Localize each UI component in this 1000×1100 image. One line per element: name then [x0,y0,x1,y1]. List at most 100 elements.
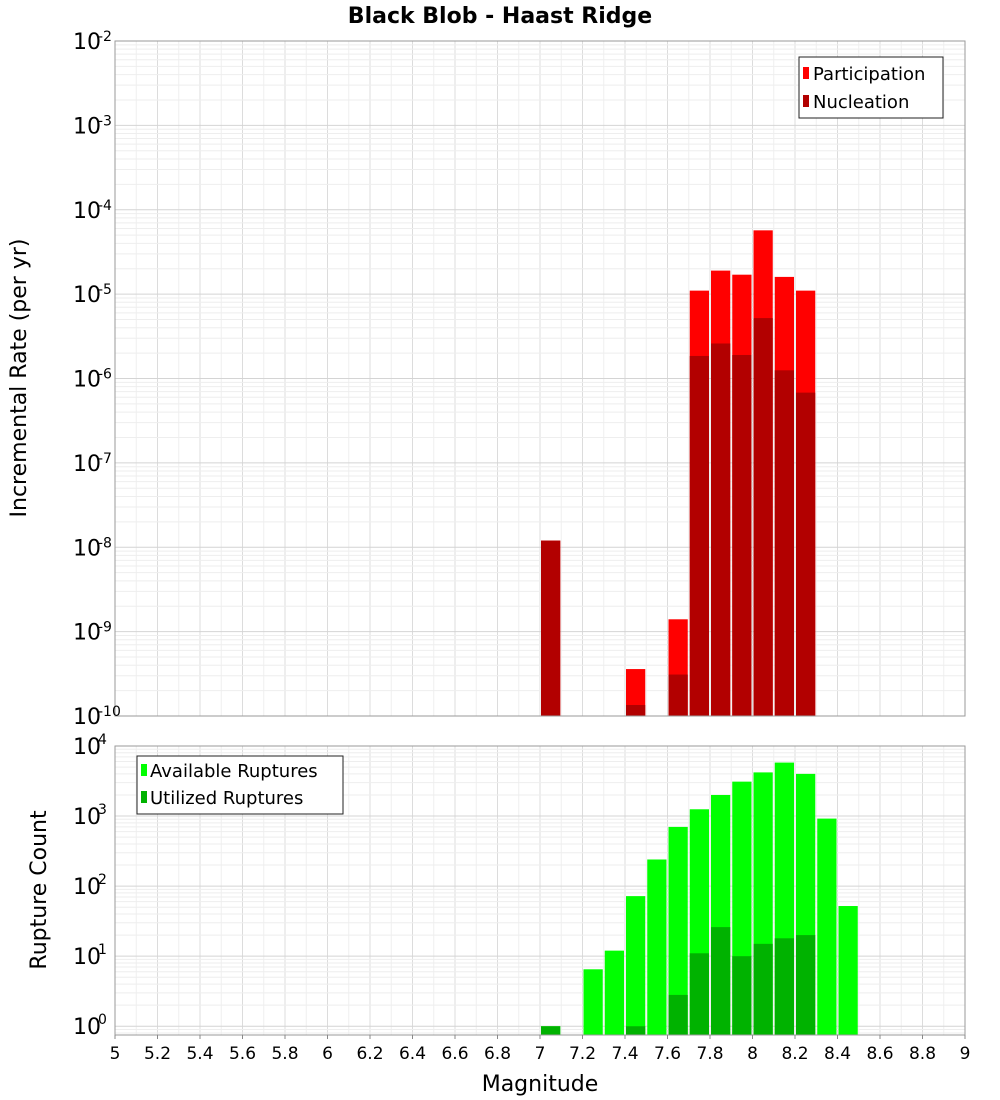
y-tick-label: 10 [73,945,101,970]
count-available-ruptures-bar [668,826,688,1035]
count-available-ruptures-bar [647,859,667,1035]
count-available-ruptures-bar [626,896,646,1035]
rate-nucleation-bar [732,354,752,716]
y-tick-exponent: -6 [98,367,112,383]
y-tick-exponent: -4 [98,198,112,214]
x-tick-label: 8.4 [824,1044,851,1064]
count-available-ruptures-bar [838,906,858,1035]
y-tick-label: 10 [73,1015,101,1040]
rate-nucleation-bar [711,343,731,716]
x-tick-label: 7 [535,1044,546,1064]
y-tick-exponent: -5 [98,282,112,298]
y-tick-label: 10 [73,283,101,308]
rate-nucleation-bar [753,318,773,716]
x-tick-label: 5.6 [229,1044,256,1064]
y-tick-label: 10 [73,199,101,224]
x-tick-label: 5.4 [186,1044,213,1064]
count-available-ruptures-bar [583,969,603,1035]
y-tick-label: 10 [73,114,101,139]
y-tick-exponent: -2 [98,29,112,45]
x-tick-label: 7.8 [696,1044,723,1064]
x-tick-label: 7.6 [654,1044,681,1064]
legend-label-utilized: Utilized Ruptures [150,788,303,809]
count-utilized-ruptures-bar [753,943,773,1035]
rate-nucleation-bar [774,370,794,716]
count-available-ruptures-bar [604,950,624,1035]
count-utilized-ruptures-bar [541,1026,561,1035]
y-tick-exponent: -9 [98,620,112,636]
y-tick-label: 10 [73,536,101,561]
legend-label-available: Available Ruptures [150,761,318,782]
y-tick-label: 10 [73,875,101,900]
rate-legend-box [798,56,944,119]
y-tick-label: 10 [73,621,101,646]
rate-y-axis-label: Incremental Rate (per yr) [7,239,32,518]
rate-participation-bar [626,669,646,716]
y-tick-label: 10 [73,368,101,393]
chart-title: Black Blob - Haast Ridge [348,4,652,29]
x-axis-label: Magnitude [482,1072,599,1097]
x-tick-label: 5 [110,1044,121,1064]
x-tick-label: 5.8 [271,1044,298,1064]
x-tick-label: 5.2 [144,1044,171,1064]
magnitude-x-ticks: 5 5.2 5.4 5.6 5.8 6 6.2 6.4 6.6 6.8 7 7.2 7.4 7.6 7.8 8… [110,1035,971,1064]
legend-swatch-available [141,764,147,776]
y-tick-exponent: -8 [98,535,112,551]
rate-plot-border [114,40,966,717]
rate-nucleation-bar [796,392,816,716]
y-tick-exponent: -7 [98,451,112,467]
legend-label-participation: Participation [813,64,925,85]
count-y-axis-label: Rupture Count [27,810,52,970]
x-tick-label: 6.2 [356,1044,383,1064]
y-tick-exponent: 3 [98,802,107,818]
count-utilized-ruptures-bar [689,953,709,1035]
count-utilized-ruptures-bar [711,927,731,1035]
x-tick-label: 6.6 [441,1044,468,1064]
y-tick-label: 10 [73,452,101,477]
rate-nucleation-bar [541,540,561,716]
count-legend-box [136,755,344,815]
x-tick-label: 6 [322,1044,333,1064]
y-tick-label: 10 [73,735,101,760]
count-utilized-ruptures-bar [732,956,752,1035]
legend-swatch-participation [803,67,809,79]
x-tick-label: 8.8 [909,1044,936,1064]
x-tick-label: 6.8 [484,1044,511,1064]
y-tick-label: 10 [73,805,101,830]
count-utilized-ruptures-bar [796,935,816,1035]
rate-legend: Participation Nucleation [798,56,944,119]
y-tick-label: 10 [73,705,101,730]
count-utilized-ruptures-bar [626,1026,646,1035]
rate-bars [541,230,816,716]
y-tick-exponent: 4 [98,732,107,748]
y-tick-exponent: 1 [98,942,107,958]
legend-swatch-utilized [141,791,147,803]
x-tick-label: 8.2 [781,1044,808,1064]
rate-grid [114,40,966,717]
x-tick-label: 6.4 [399,1044,426,1064]
y-tick-label: 10 [73,30,101,55]
count-available-ruptures-bar [817,818,837,1035]
rate-nucleation-bar [668,674,688,716]
legend-label-nucleation: Nucleation [813,92,909,113]
y-tick-exponent: -3 [98,113,112,129]
legend-swatch-nucleation [803,95,809,107]
y-tick-exponent: -10 [98,704,121,720]
count-utilized-ruptures-bar [668,994,688,1035]
y-tick-exponent: 2 [98,872,107,888]
x-tick-label: 9 [960,1044,971,1064]
rate-nucleation-bar [626,705,646,716]
count-legend: Available Ruptures Utilized Ruptures [136,755,344,815]
x-tick-label: 8 [747,1044,758,1064]
x-tick-label: 7.4 [611,1044,638,1064]
y-tick-exponent: 0 [98,1012,107,1028]
x-tick-label: 7.2 [569,1044,596,1064]
count-bars [541,762,858,1035]
rate-nucleation-bar [689,355,709,716]
count-utilized-ruptures-bar [774,938,794,1035]
